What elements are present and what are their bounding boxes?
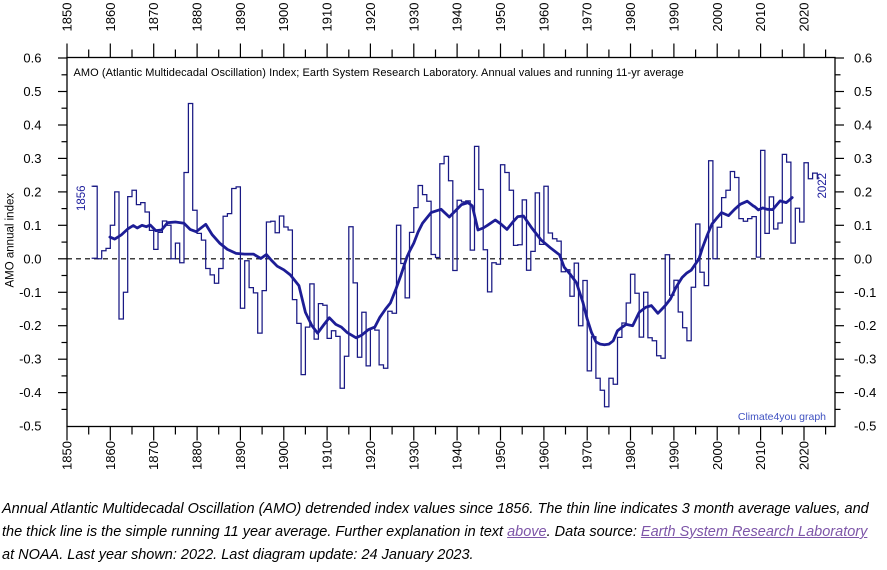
svg-text:1860: 1860	[103, 441, 118, 470]
svg-text:2020: 2020	[797, 3, 812, 32]
svg-text:1960: 1960	[536, 3, 551, 32]
svg-text:0.0: 0.0	[854, 251, 872, 266]
svg-text:1950: 1950	[493, 3, 508, 32]
svg-text:AMO annual index: AMO annual index	[5, 193, 17, 288]
svg-text:1850: 1850	[60, 3, 75, 32]
svg-text:1910: 1910	[320, 441, 335, 470]
svg-text:-0.3: -0.3	[854, 352, 876, 367]
svg-text:-0.4: -0.4	[854, 385, 876, 400]
svg-text:1980: 1980	[623, 3, 638, 32]
svg-text:-0.2: -0.2	[19, 318, 41, 333]
svg-text:0.1: 0.1	[23, 218, 41, 233]
svg-text:1870: 1870	[146, 3, 161, 32]
svg-text:1900: 1900	[276, 441, 291, 470]
svg-text:0.0: 0.0	[23, 251, 41, 266]
svg-text:2010: 2010	[753, 3, 768, 32]
svg-text:1950: 1950	[493, 441, 508, 470]
svg-text:0.1: 0.1	[854, 218, 872, 233]
svg-text:2000: 2000	[710, 3, 725, 32]
svg-text:1900: 1900	[276, 3, 291, 32]
svg-text:-0.3: -0.3	[19, 352, 41, 367]
svg-text:1860: 1860	[103, 3, 118, 32]
svg-text:1910: 1910	[320, 3, 335, 32]
svg-text:1990: 1990	[666, 3, 681, 32]
svg-text:-0.1: -0.1	[854, 285, 876, 300]
svg-text:0.6: 0.6	[23, 51, 41, 66]
svg-text:1880: 1880	[190, 3, 205, 32]
svg-text:0.4: 0.4	[854, 118, 872, 133]
svg-text:2010: 2010	[753, 441, 768, 470]
svg-text:1880: 1880	[190, 441, 205, 470]
svg-text:1970: 1970	[580, 441, 595, 470]
svg-text:1890: 1890	[233, 3, 248, 32]
svg-text:1920: 1920	[363, 441, 378, 470]
svg-text:-0.1: -0.1	[19, 285, 41, 300]
svg-text:1870: 1870	[146, 441, 161, 470]
svg-text:2020: 2020	[797, 441, 812, 470]
svg-text:1930: 1930	[406, 441, 421, 470]
svg-text:0.2: 0.2	[23, 184, 41, 199]
svg-text:0.5: 0.5	[23, 84, 41, 99]
svg-text:2000: 2000	[710, 441, 725, 470]
svg-text:1850: 1850	[60, 441, 75, 470]
svg-text:0.6: 0.6	[854, 51, 872, 66]
svg-text:0.5: 0.5	[854, 84, 872, 99]
svg-text:-0.5: -0.5	[854, 419, 876, 434]
svg-text:-0.5: -0.5	[19, 419, 41, 434]
svg-text:1940: 1940	[450, 441, 465, 470]
svg-text:0.2: 0.2	[854, 184, 872, 199]
svg-text:Climate4you graph: Climate4you graph	[738, 411, 826, 423]
svg-text:1920: 1920	[363, 3, 378, 32]
svg-text:0.3: 0.3	[854, 151, 872, 166]
svg-text:1970: 1970	[580, 3, 595, 32]
svg-text:1980: 1980	[623, 441, 638, 470]
svg-text:1930: 1930	[406, 3, 421, 32]
svg-text:1960: 1960	[536, 441, 551, 470]
svg-text:2022: 2022	[817, 173, 829, 199]
svg-text:1940: 1940	[450, 3, 465, 32]
svg-text:1856: 1856	[76, 185, 88, 211]
svg-text:AMO (Atlantic Multidecadal Osc: AMO (Atlantic Multidecadal Oscillation) …	[74, 67, 684, 79]
svg-text:-0.2: -0.2	[854, 318, 876, 333]
svg-text:-0.4: -0.4	[19, 385, 41, 400]
svg-text:1890: 1890	[233, 441, 248, 470]
svg-text:0.4: 0.4	[23, 118, 41, 133]
svg-text:1990: 1990	[666, 441, 681, 470]
svg-text:0.3: 0.3	[23, 151, 41, 166]
